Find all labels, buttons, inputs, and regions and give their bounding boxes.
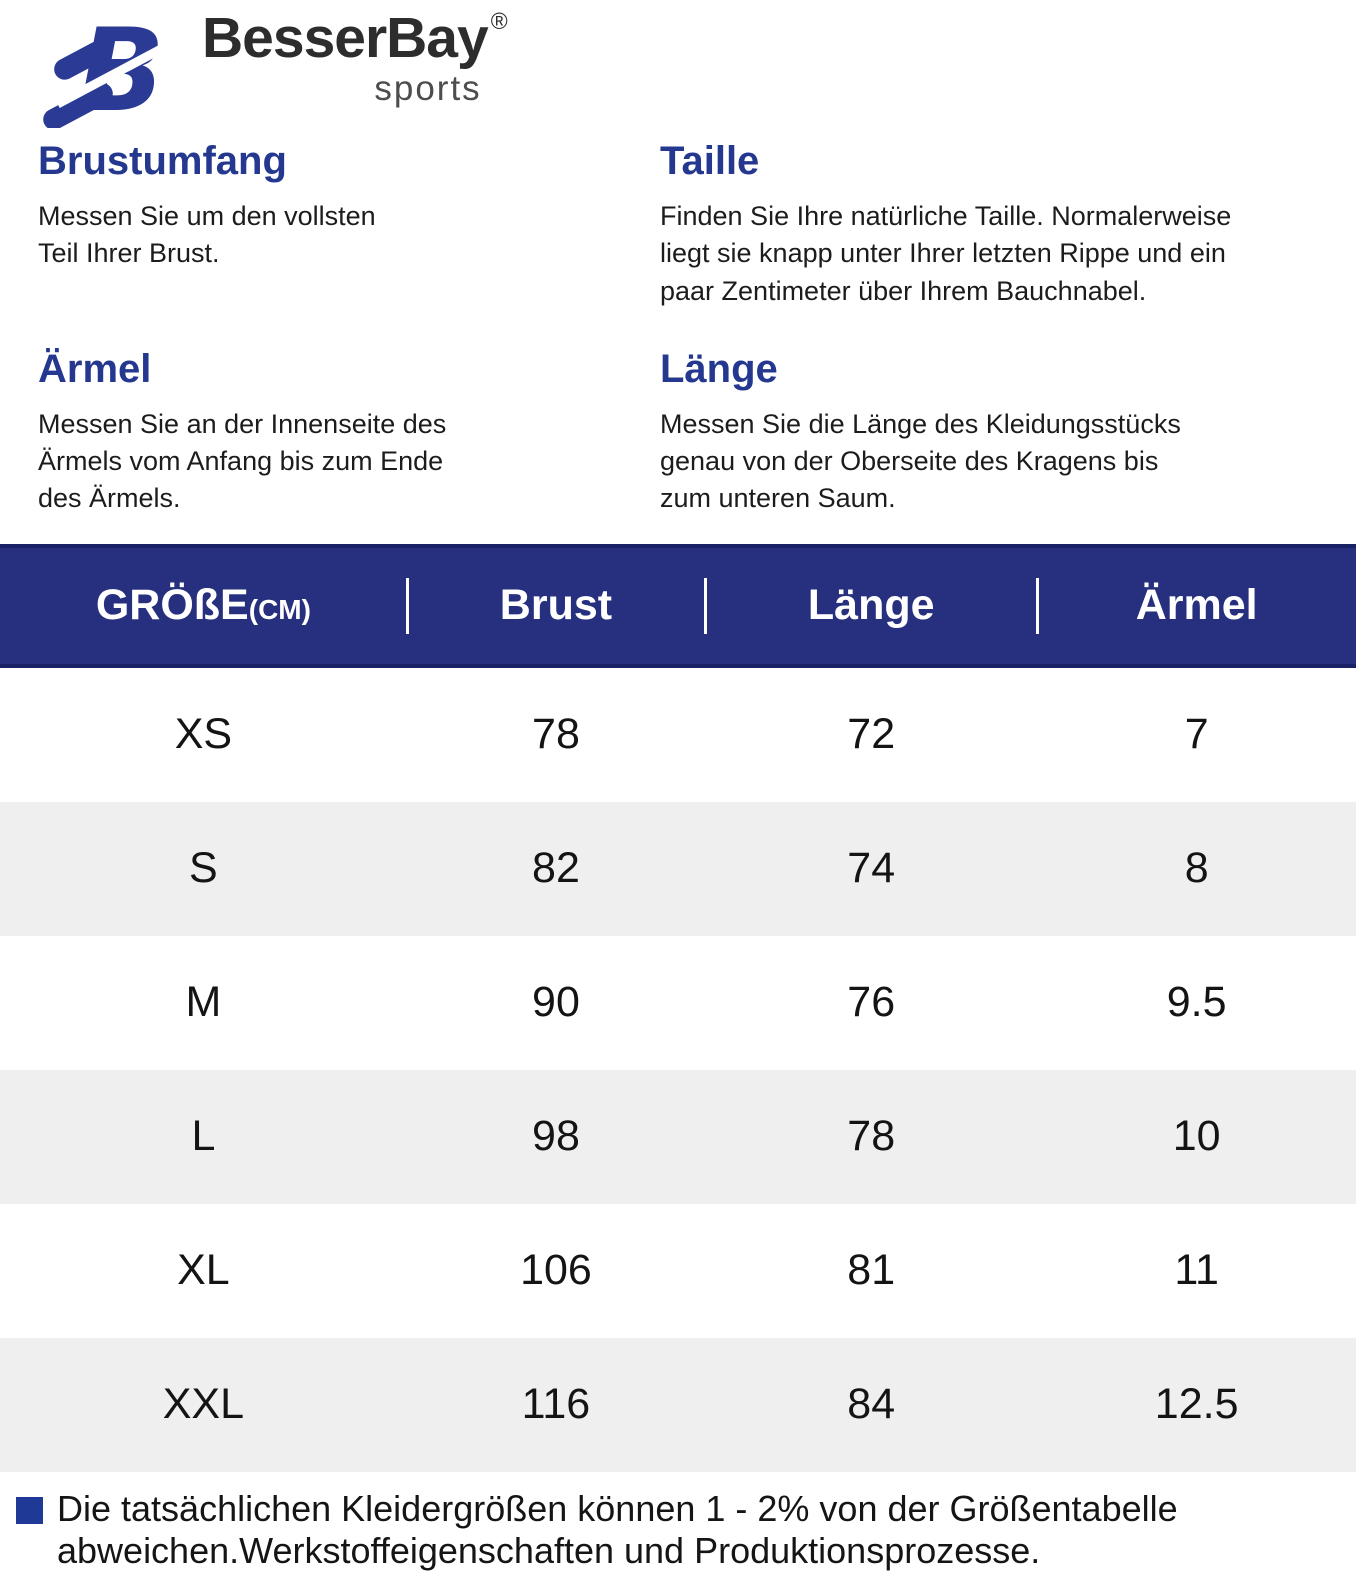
cell-aermel: 9.5 xyxy=(1037,978,1356,1027)
cell-size: XXL xyxy=(0,1380,407,1429)
cell-laenge: 78 xyxy=(705,1112,1037,1161)
section-body-line: Teil Ihrer Brust. xyxy=(38,235,660,272)
section-brustumfang: Brustumfang Messen Sie um den vollsten T… xyxy=(38,140,660,310)
cell-laenge: 84 xyxy=(705,1380,1037,1429)
brand-tagline: sports xyxy=(374,69,481,109)
section-aermel: Ärmel Messen Sie an der Innenseite des Ä… xyxy=(38,348,660,518)
section-title: Taille xyxy=(660,140,1336,182)
section-body-line: des Ärmels. xyxy=(38,480,660,517)
brand-text: BesserBay ® sports xyxy=(202,10,508,109)
brand-name: BesserBay xyxy=(202,10,488,67)
cell-brust: 90 xyxy=(407,978,705,1027)
section-title: Länge xyxy=(660,348,1336,390)
cell-brust: 116 xyxy=(407,1380,705,1429)
section-body-line: Messen Sie die Länge des Kleidungsstücks xyxy=(660,406,1336,443)
table-row-m: M 90 76 9.5 xyxy=(0,936,1356,1070)
section-laenge: Länge Messen Sie die Länge des Kleidungs… xyxy=(660,348,1336,518)
cell-brust: 98 xyxy=(407,1112,705,1161)
cell-aermel: 7 xyxy=(1037,710,1356,759)
cell-aermel: 8 xyxy=(1037,844,1356,893)
footer-note-text: Die tatsächlichen Kleidergrößen können 1… xyxy=(57,1488,1178,1572)
header-laenge-label: Länge xyxy=(808,581,935,629)
table-row-xs: XS 78 72 7 xyxy=(0,668,1356,802)
cell-laenge: 74 xyxy=(705,844,1037,893)
cell-size: XL xyxy=(0,1246,407,1295)
besserbay-logo-icon: B xyxy=(38,6,188,128)
size-table: GRÖßE(CM) Brust Länge Ärmel XS 78 72 7 S… xyxy=(0,544,1356,1472)
cell-size: L xyxy=(0,1112,407,1161)
section-body-line: Messen Sie um den vollsten xyxy=(38,198,660,235)
header-groesse-label: GRÖßE xyxy=(96,581,249,629)
footer-note-line: abweichen.Werkstoffeigenschaften und Pro… xyxy=(57,1530,1178,1572)
size-table-header: GRÖßE(CM) Brust Länge Ärmel xyxy=(0,544,1356,668)
section-body-line: zum unteren Saum. xyxy=(660,480,1336,517)
footer-note: Die tatsächlichen Kleidergrößen können 1… xyxy=(0,1472,1356,1572)
cell-laenge: 72 xyxy=(705,710,1037,759)
header-cell-brust: Brust xyxy=(407,584,705,627)
section-body-line: Finden Sie Ihre natürliche Taille. Norma… xyxy=(660,198,1336,235)
section-body-line: paar Zentimeter über Ihrem Bauchnabel. xyxy=(660,273,1336,310)
section-body-line: liegt sie knapp unter Ihrer letzten Ripp… xyxy=(660,235,1336,272)
section-body-line: Messen Sie an der Innenseite des xyxy=(38,406,660,443)
header-cell-laenge: Länge xyxy=(705,584,1037,627)
cell-brust: 82 xyxy=(407,844,705,893)
section-title: Ärmel xyxy=(38,348,660,390)
registered-trademark-icon: ® xyxy=(491,8,508,35)
measurement-sections: Brustumfang Messen Sie um den vollsten T… xyxy=(0,130,1356,518)
header-cell-aermel: Ärmel xyxy=(1037,584,1356,627)
cell-brust: 78 xyxy=(407,710,705,759)
header-brust-label: Brust xyxy=(500,581,612,629)
cell-size: S xyxy=(0,844,407,893)
bullet-square-icon xyxy=(16,1497,43,1524)
cell-laenge: 81 xyxy=(705,1246,1037,1295)
cell-aermel: 11 xyxy=(1037,1246,1356,1295)
header-aermel-label: Ärmel xyxy=(1136,581,1258,629)
section-body-line: Ärmels vom Anfang bis zum Ende xyxy=(38,443,660,480)
table-row-s: S 82 74 8 xyxy=(0,802,1356,936)
cell-aermel: 12.5 xyxy=(1037,1380,1356,1429)
section-body-line: genau von der Oberseite des Kragens bis xyxy=(660,443,1336,480)
section-taille: Taille Finden Sie Ihre natürliche Taille… xyxy=(660,140,1336,310)
table-row-l: L 98 78 10 xyxy=(0,1070,1356,1204)
cell-size: M xyxy=(0,978,407,1027)
cell-laenge: 76 xyxy=(705,978,1037,1027)
cell-aermel: 10 xyxy=(1037,1112,1356,1161)
cell-brust: 106 xyxy=(407,1246,705,1295)
cell-size: XS xyxy=(0,710,407,759)
header-groesse-unit: (CM) xyxy=(249,594,311,625)
brand-header: B BesserBay ® sports xyxy=(0,0,1356,130)
size-chart-page: B BesserBay ® sports Brustumfang Messen … xyxy=(0,0,1356,1500)
section-title: Brustumfang xyxy=(38,140,660,182)
table-row-xxl: XXL 116 84 12.5 xyxy=(0,1338,1356,1472)
table-row-xl: XL 106 81 11 xyxy=(0,1204,1356,1338)
footer-note-line: Die tatsächlichen Kleidergrößen können 1… xyxy=(57,1488,1178,1530)
header-cell-groesse: GRÖßE(CM) xyxy=(0,584,407,627)
